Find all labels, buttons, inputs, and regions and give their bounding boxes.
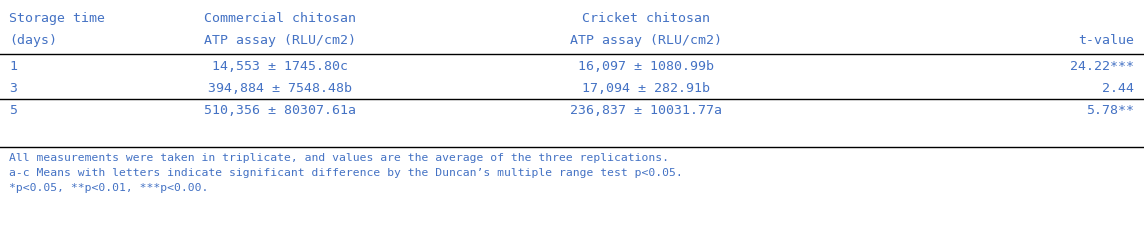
- Text: 236,837 ± 10031.77a: 236,837 ± 10031.77a: [570, 104, 722, 116]
- Text: 24.22***: 24.22***: [1070, 60, 1134, 73]
- Text: 394,884 ± 7548.48b: 394,884 ± 7548.48b: [208, 82, 352, 95]
- Text: 510,356 ± 80307.61a: 510,356 ± 80307.61a: [204, 104, 356, 116]
- Text: ATP assay (RLU/cm2): ATP assay (RLU/cm2): [204, 34, 356, 47]
- Text: 3: 3: [9, 82, 17, 95]
- Text: *p<0.05, **p<0.01, ***p<0.00.: *p<0.05, **p<0.01, ***p<0.00.: [9, 182, 208, 192]
- Text: 14,553 ± 1745.80c: 14,553 ± 1745.80c: [212, 60, 348, 73]
- Text: 1: 1: [9, 60, 17, 73]
- Text: t-value: t-value: [1078, 34, 1134, 47]
- Text: 17,094 ± 282.91b: 17,094 ± 282.91b: [582, 82, 710, 95]
- Text: (days): (days): [9, 34, 57, 47]
- Text: All measurements were taken in triplicate, and values are the average of the thr: All measurements were taken in triplicat…: [9, 152, 669, 162]
- Text: 5.78**: 5.78**: [1086, 104, 1134, 116]
- Text: Cricket chitosan: Cricket chitosan: [582, 12, 710, 25]
- Text: a-c Means with letters indicate significant difference by the Duncan’s multiple : a-c Means with letters indicate signific…: [9, 167, 683, 177]
- Text: ATP assay (RLU/cm2): ATP assay (RLU/cm2): [570, 34, 722, 47]
- Text: 2.44: 2.44: [1102, 82, 1134, 95]
- Text: Commercial chitosan: Commercial chitosan: [204, 12, 356, 25]
- Text: Storage time: Storage time: [9, 12, 105, 25]
- Text: 16,097 ± 1080.99b: 16,097 ± 1080.99b: [578, 60, 714, 73]
- Text: 5: 5: [9, 104, 17, 116]
